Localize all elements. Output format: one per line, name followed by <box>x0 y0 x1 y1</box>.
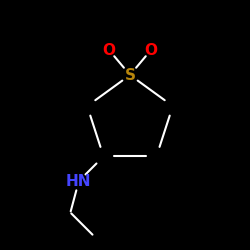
Text: O: O <box>144 42 158 58</box>
Text: O: O <box>102 42 116 58</box>
Text: HN: HN <box>66 174 92 189</box>
Text: S: S <box>124 68 136 82</box>
